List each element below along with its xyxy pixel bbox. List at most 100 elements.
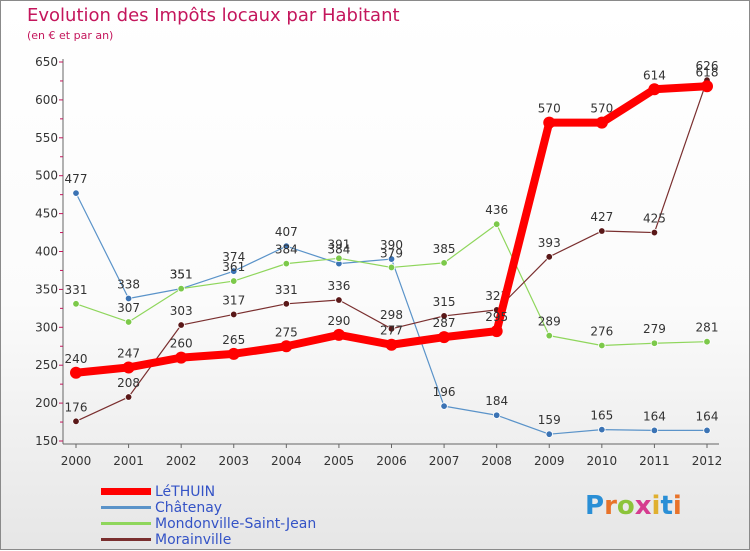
data-point-morainville: [545, 253, 553, 261]
y-tick-label: 150: [35, 434, 58, 448]
data-point-lethuin: [595, 116, 608, 129]
data-point-morainville: [72, 417, 80, 425]
data-point-lethuin: [70, 366, 82, 379]
data-label-mondonville-saint-jean: 281: [696, 321, 719, 335]
data-point-lethuin: [175, 351, 188, 364]
data-point-mondonville-saint-jean: [124, 318, 133, 326]
data-point-chatenay: [492, 411, 501, 419]
data-label-mondonville-saint-jean: 361: [222, 260, 245, 274]
x-tick-label: 2000: [61, 454, 92, 468]
data-label-morainville: 303: [170, 304, 193, 318]
data-label-mondonville-saint-jean: 289: [538, 315, 561, 329]
data-label-lethuin: 240: [65, 352, 88, 366]
data-label-lethuin: 570: [590, 102, 613, 116]
data-label-mondonville-saint-jean: 351: [170, 268, 193, 282]
data-label-mondonville-saint-jean: 384: [275, 243, 298, 257]
data-label-morainville: 315: [433, 295, 456, 309]
data-label-lethuin: 618: [696, 65, 719, 79]
data-label-lethuin: 614: [643, 68, 666, 82]
y-tick-label: 300: [35, 320, 58, 334]
proxiti-logo: Proxiti: [585, 491, 682, 521]
x-tick-label: 2008: [481, 454, 512, 468]
data-label-morainville: 393: [538, 236, 561, 250]
data-label-chatenay: 164: [696, 409, 719, 423]
data-label-mondonville-saint-jean: 276: [590, 324, 613, 338]
x-tick-label: 2003: [218, 454, 249, 468]
data-label-chatenay: 351: [170, 268, 193, 282]
data-point-lethuin: [438, 331, 451, 344]
data-label-lethuin: 247: [117, 346, 140, 360]
data-point-mondonville-saint-jean: [703, 338, 711, 346]
data-label-chatenay: 384: [327, 243, 350, 257]
data-point-chatenay: [72, 189, 80, 197]
data-label-chatenay: 477: [65, 172, 88, 186]
x-tick-label: 2007: [429, 454, 460, 468]
data-point-mondonville-saint-jean: [387, 263, 396, 272]
logo-letter: t: [660, 491, 673, 521]
data-label-lethuin: 265: [222, 333, 245, 347]
data-point-chatenay: [545, 430, 553, 438]
data-point-chatenay: [650, 426, 659, 435]
data-label-mondonville-saint-jean: 331: [65, 283, 88, 297]
logo-letter: i: [651, 491, 661, 521]
data-label-chatenay: 164: [643, 409, 666, 423]
y-tick-label: 550: [35, 131, 58, 145]
chart-title: Evolution des Impôts locaux par Habitant: [27, 5, 400, 26]
data-point-morainville: [230, 310, 238, 319]
data-label-mondonville-saint-jean: 379: [380, 246, 403, 260]
data-label-lethuin: 295: [485, 310, 508, 324]
x-tick-label: 2001: [113, 454, 144, 468]
data-label-chatenay: 184: [485, 394, 508, 408]
legend-swatch: [101, 506, 151, 509]
data-point-mondonville-saint-jean: [282, 259, 291, 268]
data-point-mondonville-saint-jean: [650, 339, 659, 347]
data-point-chatenay: [230, 267, 238, 275]
legend-label: LéTHUIN: [155, 484, 216, 500]
data-point-lethuin: [280, 340, 293, 353]
logo-letter: r: [604, 491, 617, 521]
logo-letter: x: [634, 491, 652, 521]
data-label-chatenay: 159: [538, 413, 561, 427]
data-point-lethuin: [701, 80, 713, 93]
data-point-morainville: [124, 393, 133, 401]
data-label-morainville: 331: [275, 283, 298, 297]
x-tick-label: 2012: [692, 454, 723, 468]
data-label-mondonville-saint-jean: 391: [327, 237, 350, 251]
data-point-mondonville-saint-jean: [72, 300, 80, 308]
logo-letter: P: [585, 491, 605, 521]
data-label-chatenay: 390: [380, 238, 403, 252]
data-label-morainville: 425: [643, 212, 666, 226]
data-point-chatenay: [124, 294, 133, 303]
data-label-morainville: 298: [380, 308, 403, 322]
legend-swatch: [101, 488, 151, 495]
x-tick-label: 2011: [639, 454, 670, 468]
data-label-chatenay: 338: [117, 277, 140, 291]
data-label-morainville: 208: [117, 376, 140, 390]
legend-label: Châtenay: [155, 500, 223, 516]
data-point-morainville: [440, 312, 448, 320]
data-point-morainville: [598, 227, 606, 235]
data-point-lethuin: [332, 328, 345, 341]
data-point-morainville: [282, 300, 291, 308]
data-point-chatenay: [598, 425, 606, 434]
data-label-lethuin: 277: [380, 324, 403, 338]
x-tick-label: 2002: [166, 454, 197, 468]
legend-swatch: [101, 522, 151, 525]
data-point-mondonville-saint-jean: [230, 277, 238, 285]
data-label-lethuin: 275: [275, 325, 298, 339]
chart-subtitle: (en € et par an): [27, 29, 114, 42]
data-label-morainville: 176: [65, 400, 88, 414]
x-tick-label: 2010: [587, 454, 618, 468]
data-point-morainville: [177, 321, 185, 329]
data-label-morainville: 317: [222, 293, 245, 307]
y-tick-label: 200: [35, 396, 58, 410]
data-point-chatenay: [440, 402, 448, 410]
y-tick-label: 350: [35, 282, 58, 296]
x-tick-label: 2009: [534, 454, 565, 468]
y-tick-label: 400: [35, 245, 58, 259]
data-label-morainville: 626: [696, 59, 719, 73]
y-tick-label: 500: [35, 169, 58, 183]
x-tick-label: 2004: [271, 454, 302, 468]
